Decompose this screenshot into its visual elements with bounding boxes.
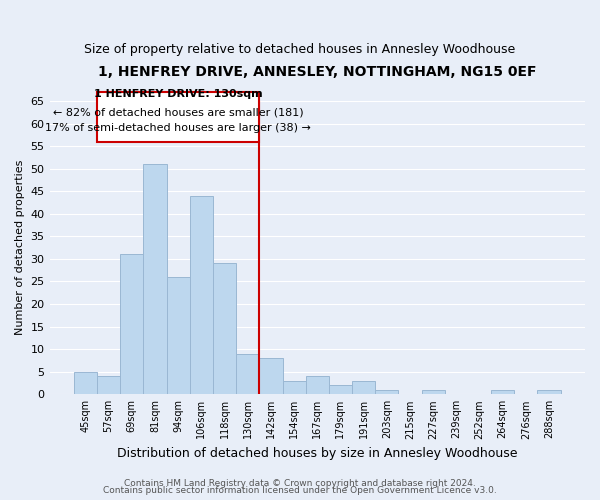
- Bar: [259, 358, 283, 395]
- Bar: [97, 376, 120, 394]
- X-axis label: Distribution of detached houses by size in Annesley Woodhouse: Distribution of detached houses by size …: [117, 447, 518, 460]
- Bar: [329, 386, 352, 394]
- Text: 17% of semi-detached houses are larger (38) →: 17% of semi-detached houses are larger (…: [45, 123, 311, 133]
- Bar: [190, 196, 213, 394]
- Bar: [491, 390, 514, 394]
- Title: 1, HENFREY DRIVE, ANNESLEY, NOTTINGHAM, NG15 0EF: 1, HENFREY DRIVE, ANNESLEY, NOTTINGHAM, …: [98, 65, 536, 79]
- Text: 1 HENFREY DRIVE: 130sqm: 1 HENFREY DRIVE: 130sqm: [94, 88, 263, 99]
- Bar: [143, 164, 167, 394]
- Text: Contains HM Land Registry data © Crown copyright and database right 2024.: Contains HM Land Registry data © Crown c…: [124, 478, 476, 488]
- Bar: [375, 390, 398, 394]
- Text: ← 82% of detached houses are smaller (181): ← 82% of detached houses are smaller (18…: [53, 108, 304, 118]
- Bar: [74, 372, 97, 394]
- Bar: [213, 264, 236, 394]
- Bar: [283, 381, 305, 394]
- Bar: [167, 277, 190, 394]
- Y-axis label: Number of detached properties: Number of detached properties: [15, 160, 25, 336]
- Bar: [538, 390, 560, 394]
- FancyBboxPatch shape: [97, 92, 259, 142]
- Bar: [120, 254, 143, 394]
- Bar: [352, 381, 375, 394]
- Bar: [305, 376, 329, 394]
- Bar: [236, 354, 259, 395]
- Text: Contains public sector information licensed under the Open Government Licence v3: Contains public sector information licen…: [103, 486, 497, 495]
- Text: Size of property relative to detached houses in Annesley Woodhouse: Size of property relative to detached ho…: [85, 42, 515, 56]
- Bar: [422, 390, 445, 394]
